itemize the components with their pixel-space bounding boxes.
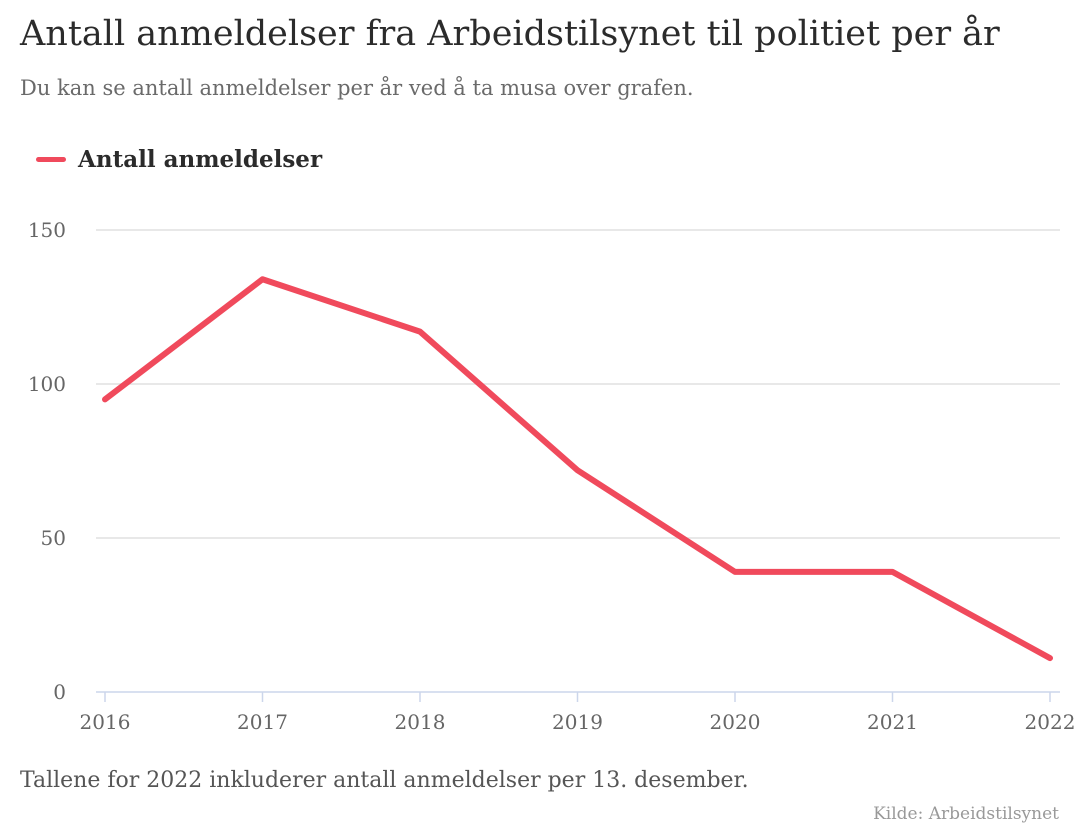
x-axis: 2016 2017 2018 2019 2020 2021 2022 [80, 691, 1076, 734]
data-point-2020[interactable]: 2020: 39 [725, 562, 745, 582]
data-point-2017[interactable]: 2017: 134 [253, 269, 273, 289]
data-point-2022[interactable]: 2022: 11 [1040, 648, 1060, 668]
chart-note: Tallene for 2022 inkluderer antall anmel… [20, 768, 749, 793]
y-axis: 0 50 100 150 [28, 218, 66, 704]
y-tick-label: 150 [28, 218, 66, 242]
y-tick-label: 0 [53, 680, 66, 704]
x-tick-label: 2018 [395, 710, 446, 734]
legend-item-antall-anmeldelser[interactable]: Antall anmeldelser [36, 146, 322, 173]
legend-swatch [36, 157, 66, 162]
data-point-2016[interactable]: 2016: 95 [95, 389, 115, 409]
x-tick-label: 2022 [1025, 710, 1076, 734]
chart-title: Antall anmeldelser fra Arbeidstilsynet t… [20, 14, 1000, 54]
legend-label: Antall anmeldelser [78, 146, 323, 173]
series-line[interactable] [102, 276, 1053, 662]
x-tick-label: 2020 [710, 710, 761, 734]
chart-subtitle: Du kan se antall anmeldelser per år ved … [20, 76, 694, 100]
data-point-2021[interactable]: 2021: 39 [883, 562, 903, 582]
data-point-2019[interactable]: 2019: 72 [568, 460, 588, 480]
gridlines [96, 229, 1060, 539]
line-chart: 0 50 100 150 2016 2017 2018 2019 2020 2021 2022 2… [28, 218, 1076, 734]
y-tick-label: 100 [28, 372, 66, 396]
x-tick-label: 2017 [237, 710, 288, 734]
series-group: 2016: 95 2017: 134 2018: 117 2019: 72 2020: … [95, 269, 1060, 668]
y-tick-label: 50 [41, 526, 66, 550]
x-tick-label: 2016 [80, 710, 131, 734]
chart-credit[interactable]: Kilde: Arbeidstilsynet [873, 804, 1059, 824]
x-tick-label: 2021 [867, 710, 918, 734]
x-tick-label: 2019 [552, 710, 603, 734]
data-point-2018[interactable]: 2018: 117 [410, 322, 430, 342]
